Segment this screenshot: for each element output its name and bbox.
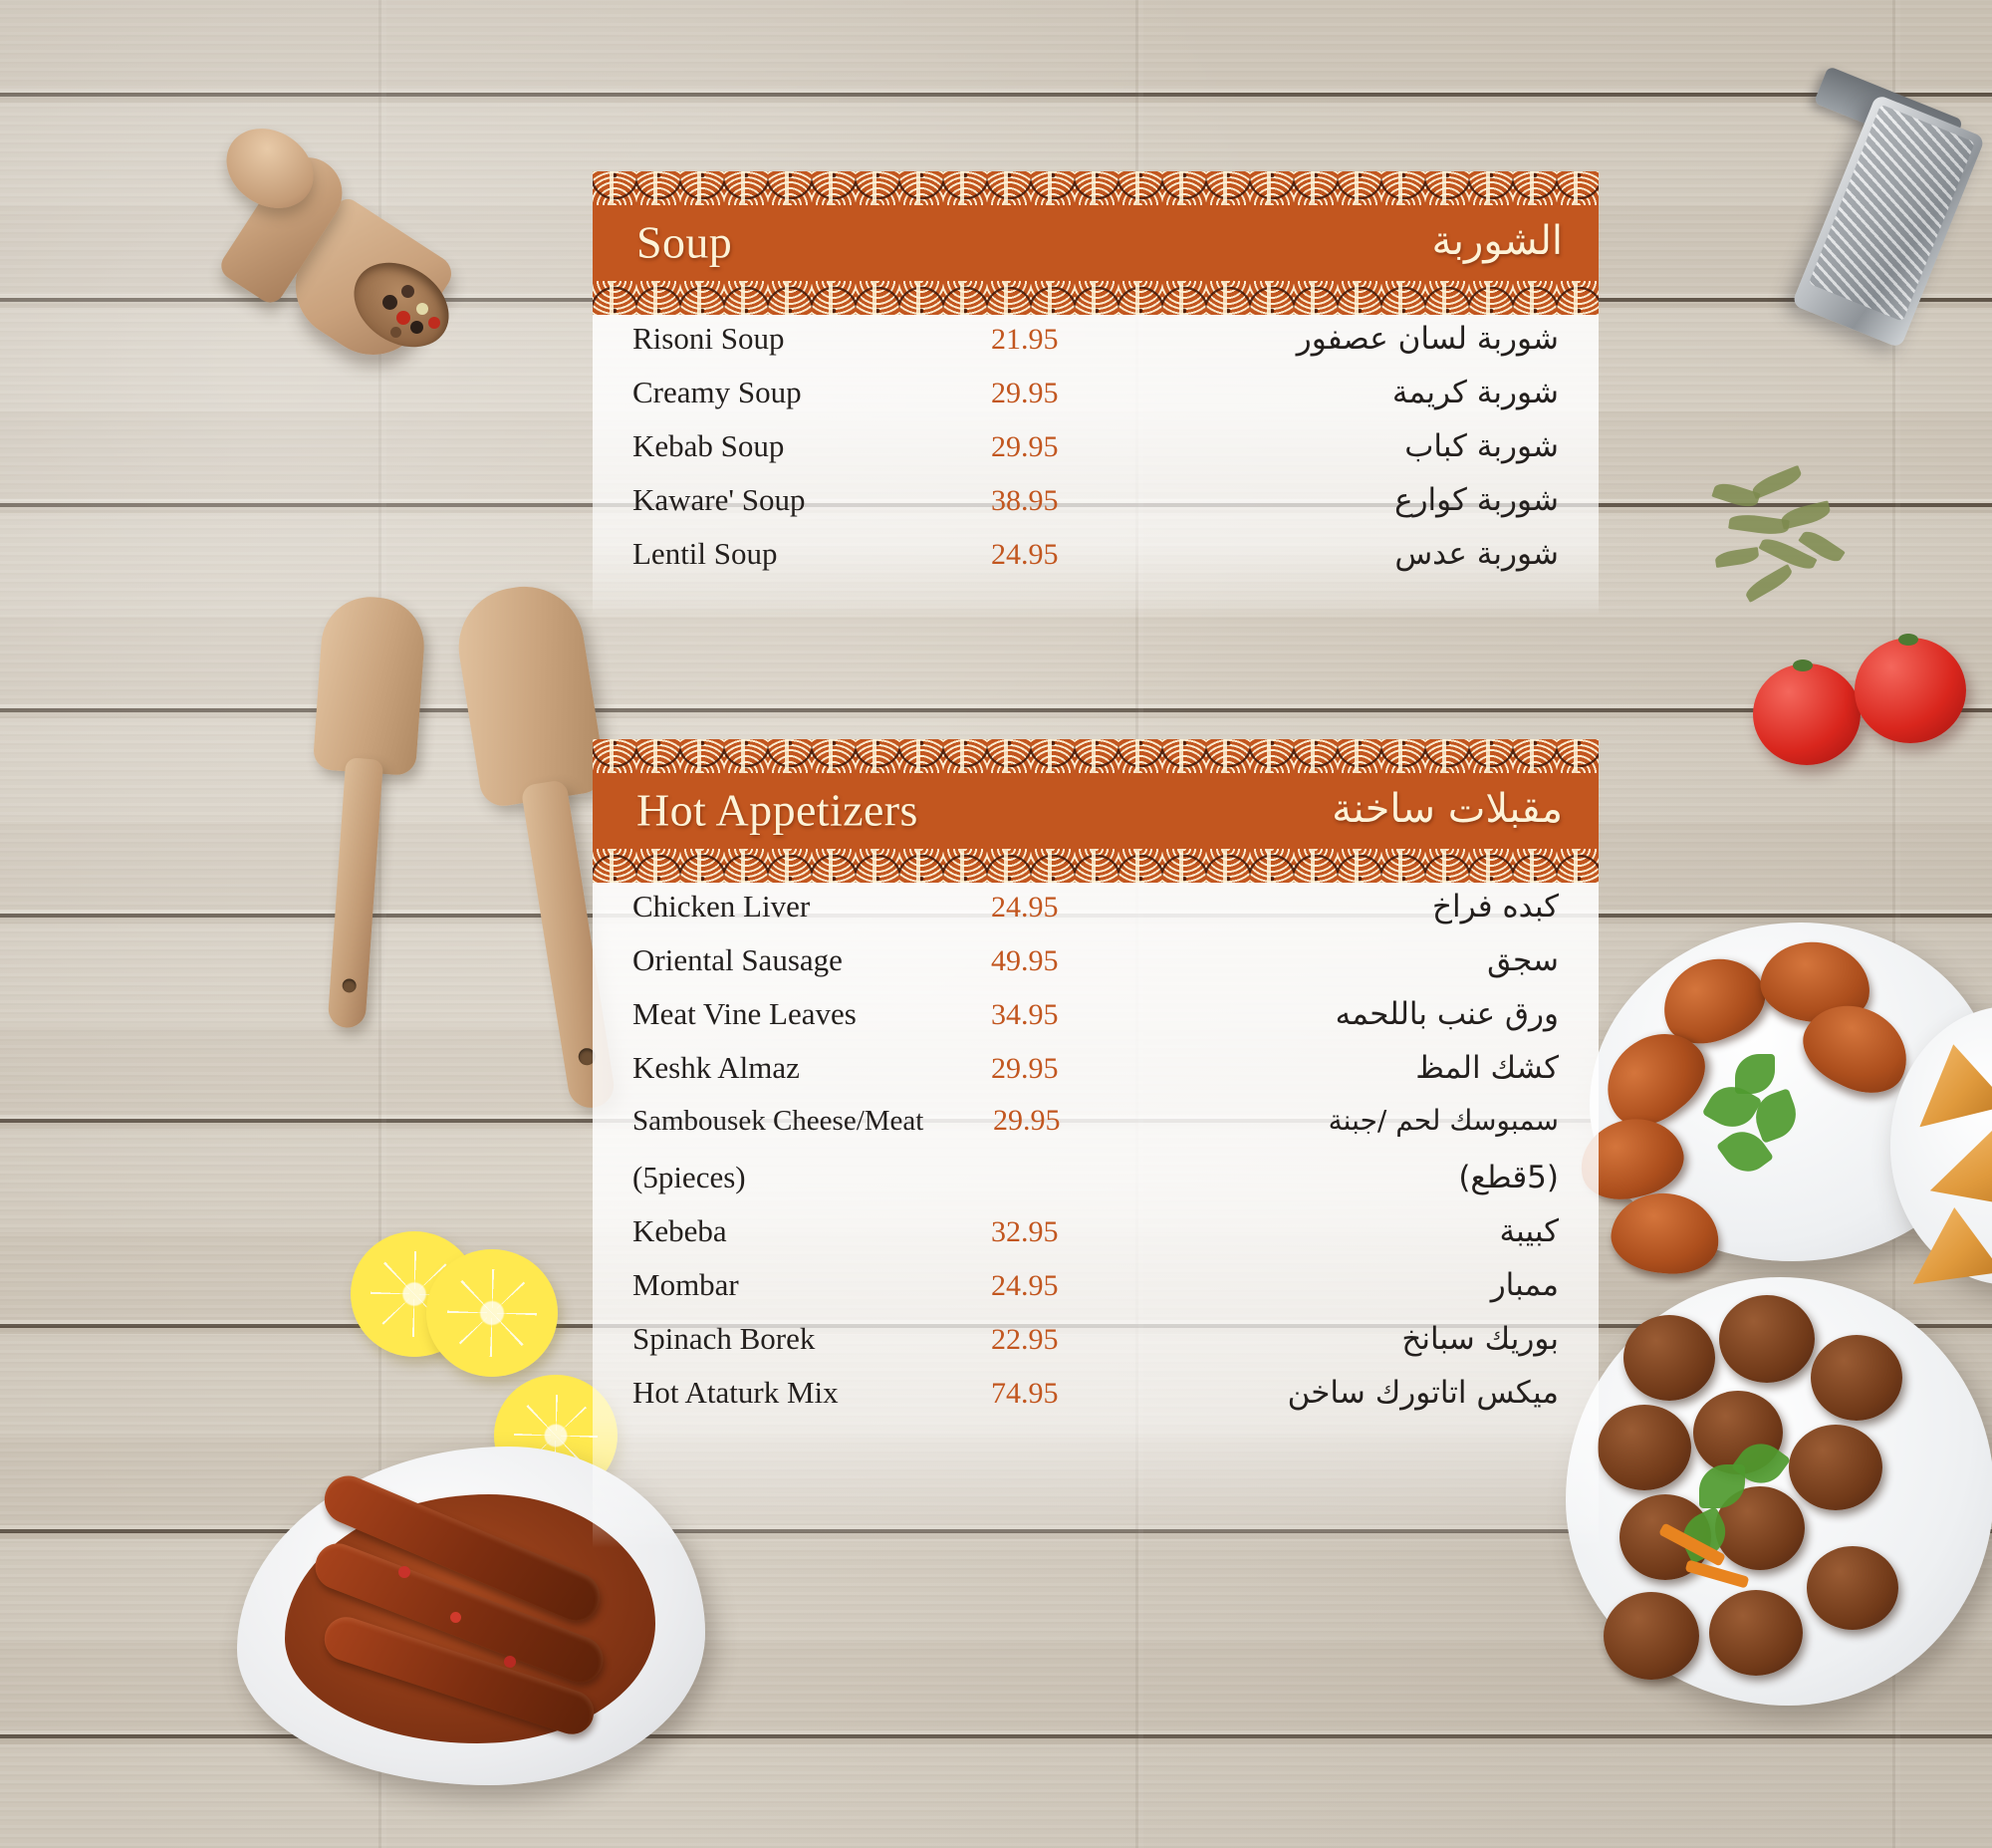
- menu-item-row[interactable]: Kebeba 32.95 كبيبة: [593, 1213, 1599, 1267]
- item-name-en: Lentil Soup: [632, 536, 778, 571]
- item-price: 24.95: [991, 1269, 1059, 1302]
- item-name-en: (5pieces): [632, 1160, 746, 1194]
- menu-item-row[interactable]: Spinach Borek 22.95 بوريك سبانخ: [593, 1321, 1599, 1375]
- menu-item-row[interactable]: Lentil Soup 24.95 شوربة عدس: [593, 536, 1599, 590]
- item-name-ar: ممبار: [1490, 1267, 1559, 1303]
- section-title-ar: الشوربة: [1431, 218, 1563, 265]
- menu-item-row[interactable]: Creamy Soup 29.95 شوربة كريمة: [593, 375, 1599, 428]
- item-price: 29.95: [991, 377, 1059, 409]
- ornament-strip-bottom: [593, 849, 1599, 883]
- item-price: 24.95: [991, 538, 1059, 571]
- item-name-ar: شوربة لسان عصفور: [1296, 321, 1559, 357]
- item-name-ar: شوربة كباب: [1404, 428, 1559, 464]
- item-name-ar: كبده فراخ: [1431, 889, 1559, 924]
- item-name-en: Hot Ataturk Mix: [632, 1375, 839, 1410]
- menu-item-row[interactable]: Risoni Soup 21.95 شوربة لسان عصفور: [593, 321, 1599, 375]
- item-name-en: Mombar: [632, 1267, 739, 1302]
- menu-item-row[interactable]: Hot Ataturk Mix 74.95 ميكس اتاتورك ساخن: [593, 1375, 1599, 1429]
- ornament-strip-top: [593, 171, 1599, 205]
- menu-item-row[interactable]: Keshk Almaz 29.95 كشك المظ: [593, 1050, 1599, 1104]
- item-name-ar: كبيبة: [1499, 1213, 1559, 1249]
- item-name-en: Chicken Liver: [632, 889, 811, 924]
- menu-items-hot-appetizers: Chicken Liver 24.95 كبده فراخ Oriental S…: [593, 883, 1599, 1548]
- item-name-ar: كشك المظ: [1415, 1050, 1559, 1086]
- item-name-ar: شوربة عدس: [1394, 536, 1559, 572]
- menu-item-row-continuation: (5pieces) (5قطع): [593, 1160, 1599, 1213]
- ornament-strip-bottom: [593, 281, 1599, 315]
- item-price: 49.95: [991, 944, 1059, 977]
- item-name-en: Keshk Almaz: [632, 1050, 800, 1085]
- menu-section-hot-appetizers: Hot Appetizers مقبلات ساخنة Chicken Live…: [593, 739, 1599, 1548]
- menu-item-row[interactable]: Mombar 24.95 ممبار: [593, 1267, 1599, 1321]
- item-name-en: Kebeba: [632, 1213, 727, 1248]
- item-name-ar: سجق: [1487, 942, 1559, 978]
- item-name-en: Creamy Soup: [632, 375, 802, 409]
- item-price: 22.95: [991, 1323, 1059, 1356]
- item-name-ar: (5قطع): [1458, 1160, 1559, 1195]
- menu-item-row[interactable]: Oriental Sausage 49.95 سجق: [593, 942, 1599, 996]
- menu-item-row[interactable]: Meat Vine Leaves 34.95 ورق عنب باللحمه: [593, 996, 1599, 1050]
- item-name-en: Sambousek Cheese/Meat: [632, 1105, 924, 1137]
- item-name-ar: بوريك سبانخ: [1401, 1321, 1559, 1357]
- section-title-en: Soup: [636, 216, 733, 268]
- ornament-strip-top: [593, 739, 1599, 773]
- section-header-soup: Soup الشوربة: [593, 205, 1599, 281]
- item-name-ar: ورق عنب باللحمه: [1335, 996, 1559, 1032]
- item-name-ar: ميكس اتاتورك ساخن: [1287, 1375, 1559, 1411]
- item-price: 24.95: [991, 891, 1059, 924]
- menu-section-soup: Soup الشوربة Risoni Soup 21.95 شوربة لسا…: [593, 171, 1599, 616]
- section-title-en: Hot Appetizers: [636, 784, 918, 836]
- item-name-en: Risoni Soup: [632, 321, 785, 356]
- item-price: 32.95: [991, 1215, 1059, 1248]
- item-price: 29.95: [993, 1104, 1061, 1137]
- item-name-en: Kebab Soup: [632, 428, 785, 463]
- item-price: 29.95: [991, 430, 1059, 463]
- menu-item-row[interactable]: Chicken Liver 24.95 كبده فراخ: [593, 889, 1599, 942]
- item-name-ar: شوربة كريمة: [1391, 375, 1559, 410]
- menu-items-soup: Risoni Soup 21.95 شوربة لسان عصفور Cream…: [593, 315, 1599, 616]
- section-header-hot-appetizers: Hot Appetizers مقبلات ساخنة: [593, 773, 1599, 849]
- item-price: 38.95: [991, 484, 1059, 517]
- item-name-en: Spinach Borek: [632, 1321, 816, 1356]
- item-price: 21.95: [991, 323, 1059, 356]
- item-price: 74.95: [991, 1377, 1059, 1410]
- menu-item-row[interactable]: Sambousek Cheese/Meat 29.95 سمبوسك لحم /…: [593, 1104, 1599, 1160]
- item-name-ar: شوربة كوارع: [1394, 482, 1559, 518]
- menu-item-row[interactable]: Kaware' Soup 38.95 شوربة كوارع: [593, 482, 1599, 536]
- menu-item-row[interactable]: Kebab Soup 29.95 شوربة كباب: [593, 428, 1599, 482]
- item-name-ar: سمبوسك لحم /جبنة: [1328, 1104, 1559, 1137]
- item-name-en: Kaware' Soup: [632, 482, 806, 517]
- section-title-ar: مقبلات ساخنة: [1332, 786, 1563, 833]
- item-name-en: Oriental Sausage: [632, 942, 843, 977]
- item-price: 34.95: [991, 998, 1059, 1031]
- item-price: 29.95: [991, 1052, 1059, 1085]
- dried-herbs: [1703, 464, 1872, 618]
- item-name-en: Meat Vine Leaves: [632, 996, 857, 1031]
